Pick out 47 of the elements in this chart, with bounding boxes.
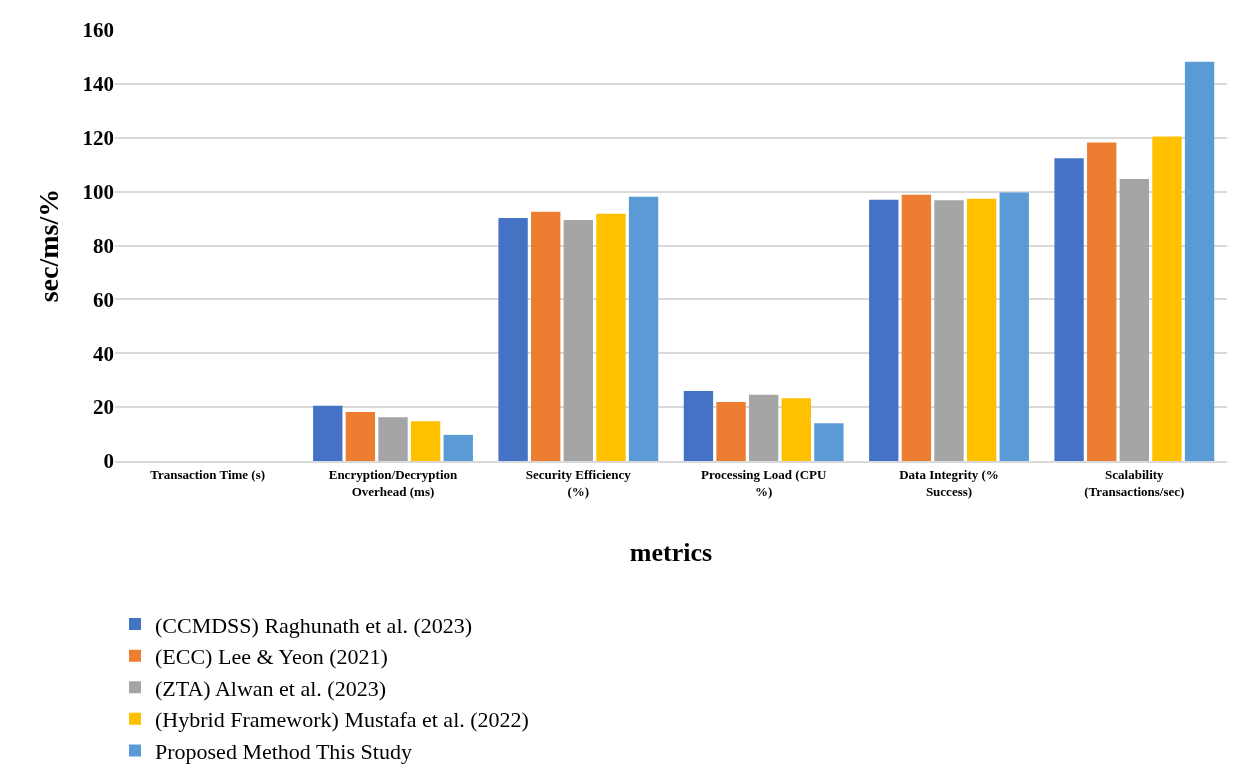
x-tick-label: Encryption/Decryption Overhead (ms) [328, 466, 459, 499]
x-tick-label: Data Integrity (% Success) [899, 466, 999, 499]
bar [628, 196, 659, 461]
x-tick-label: Transaction Time (s) [150, 466, 266, 482]
legend-label: (ECC) Lee & Yeon (2021) [155, 644, 388, 670]
y-axis-title: sec/ms/% [33, 188, 65, 303]
x-tick-label: Processing Load (CPU %) [700, 466, 827, 499]
y-tick-label: 0 [103, 449, 114, 474]
y-tick-label: 100 [82, 179, 114, 204]
bar [1054, 158, 1084, 461]
bar [869, 199, 899, 461]
y-tick-label: 60 [93, 287, 114, 312]
legend-label: (ZTA) Alwan et al. (2023) [155, 675, 386, 701]
bar [313, 405, 343, 461]
bar [378, 417, 408, 461]
bar [934, 200, 964, 461]
bar [498, 218, 528, 461]
x-tick-label: Security Efficiency (%) [525, 466, 632, 499]
y-tick-label: 20 [93, 395, 114, 420]
bar [683, 390, 714, 461]
bar [999, 192, 1029, 461]
bar [596, 213, 626, 461]
bar [748, 394, 779, 461]
bar [814, 423, 844, 461]
bar [1119, 178, 1150, 461]
bar [901, 194, 932, 461]
bar [966, 198, 997, 461]
bar [410, 421, 441, 461]
legend-label: (CCMDSS) Raghunath et al. (2023) [155, 612, 473, 638]
bar [563, 219, 594, 461]
bar [1152, 136, 1182, 461]
bar [531, 211, 561, 461]
y-tick-label: 120 [82, 126, 114, 151]
legend-label: (Hybrid Framework) Mustafa et al. (2022) [155, 707, 529, 733]
x-tick-label: Scalability (Transactions/sec) [1084, 466, 1185, 499]
bar [781, 398, 811, 461]
y-tick-label: 80 [93, 233, 114, 258]
y-tick-label: 140 [82, 72, 114, 97]
legend-label: Proposed Method This Study [155, 739, 412, 765]
bar [1184, 61, 1215, 461]
bar [345, 411, 376, 461]
x-axis-title: metrics [629, 537, 713, 567]
bar [1087, 142, 1117, 461]
bar [716, 402, 746, 461]
y-tick-label: 160 [82, 18, 114, 43]
bar [443, 434, 473, 461]
y-tick-label: 40 [93, 341, 114, 366]
